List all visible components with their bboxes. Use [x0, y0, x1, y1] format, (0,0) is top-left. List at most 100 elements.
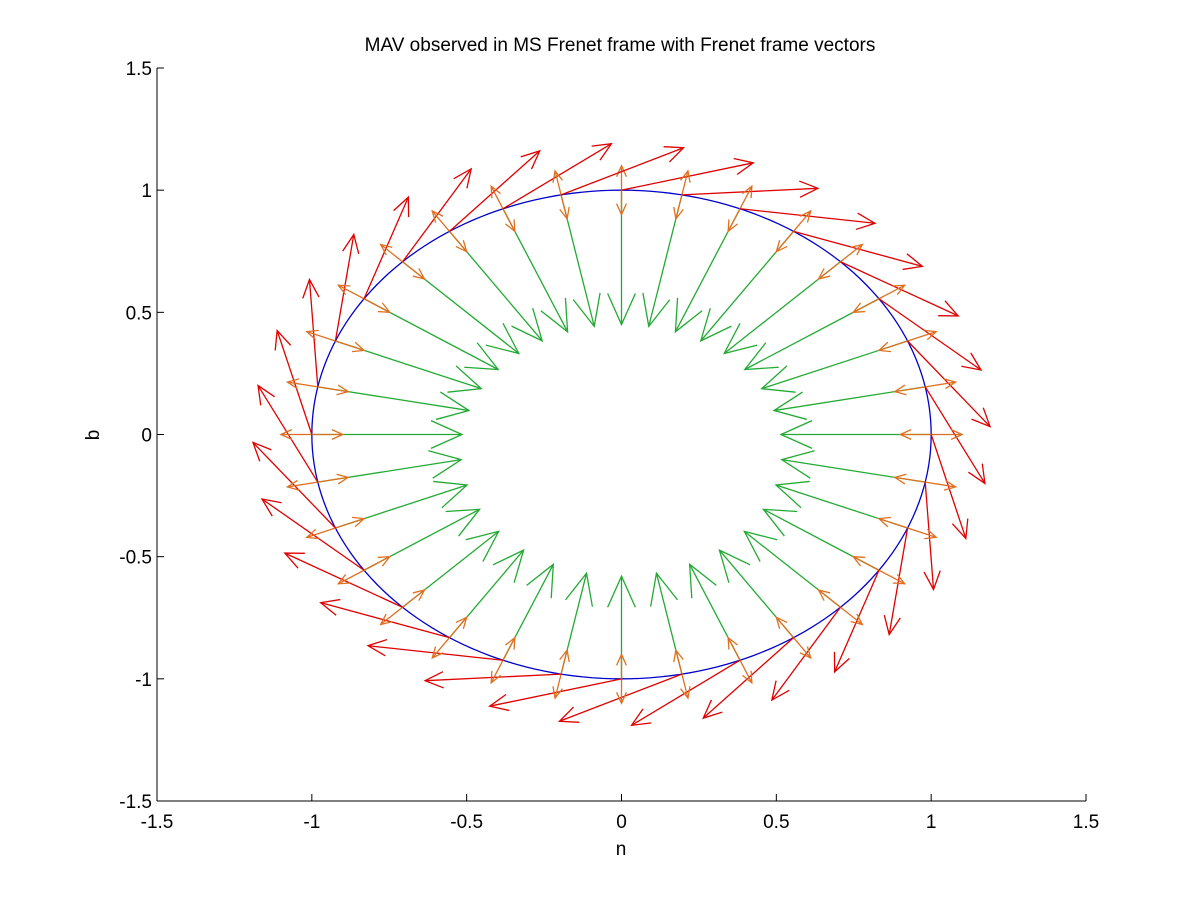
binormal-vector	[335, 516, 366, 529]
binormal-vector	[279, 429, 312, 440]
x-tick-label: -1	[303, 812, 320, 833]
binormal-vector	[680, 673, 691, 700]
binormal-vector	[893, 384, 926, 396]
plot-area	[251, 142, 992, 727]
tangent-vector	[260, 498, 365, 571]
binormal-vector	[335, 340, 366, 353]
y-tick-label: -1	[135, 670, 152, 691]
binormal-vector	[311, 429, 345, 440]
tangent-vector	[251, 441, 336, 529]
binormal-vector	[285, 479, 318, 491]
binormal-vector	[448, 616, 468, 639]
binormal-vector	[673, 194, 684, 221]
chart-title: MAV observed in MS Frenet frame with Fre…	[365, 35, 876, 56]
normal-vector	[560, 194, 601, 328]
binormal-vector	[552, 673, 563, 700]
binormal-vector	[817, 261, 841, 280]
binormal-vector	[793, 209, 812, 232]
binormal-vector	[502, 636, 516, 661]
binormal-vector	[336, 569, 365, 585]
binormal-vector	[317, 473, 350, 485]
binormal-vector	[793, 637, 812, 660]
tangent-vector	[770, 606, 841, 702]
tangent-vector	[366, 638, 504, 661]
binormal-vector	[552, 169, 563, 196]
tangent-vector	[488, 678, 622, 712]
normal-vector	[317, 386, 471, 421]
tangent-vector	[621, 157, 755, 191]
y-tick-label: 1	[141, 181, 152, 202]
binormal-vector	[502, 208, 516, 233]
binormal-vector	[851, 555, 880, 571]
normal-vector	[317, 450, 463, 483]
binormal-vector	[448, 230, 468, 253]
x-tick-label: 0.5	[763, 812, 789, 833]
binormal-vector	[775, 616, 795, 639]
binormal-vector	[727, 636, 741, 661]
binormal-vector	[878, 569, 907, 585]
binormal-vector	[616, 678, 627, 705]
tangent-vector	[630, 659, 741, 727]
binormal-vector	[817, 589, 841, 608]
normal-vector	[642, 194, 683, 328]
binormal-vector	[851, 298, 880, 314]
binormal-vector	[877, 340, 908, 353]
tangent-vector	[502, 142, 613, 210]
binormal-vector	[285, 378, 318, 390]
binormal-vector	[616, 190, 627, 217]
tangent-vector	[833, 569, 880, 674]
binormal-vector	[739, 184, 753, 210]
binormal-vector	[431, 209, 450, 232]
binormal-vector	[305, 329, 336, 342]
y-axis-label: b	[83, 430, 104, 441]
binormal-vector	[907, 329, 938, 342]
tangent-vector	[681, 180, 820, 198]
y-ticks: -1.5 -1 -0.5 0 0.5 1 1.5	[119, 59, 164, 813]
binormal-vector	[431, 637, 450, 660]
binormal-vector	[840, 606, 864, 626]
tangent-vector	[840, 261, 960, 317]
binormal-vector	[925, 479, 958, 491]
normal-vector	[560, 571, 594, 675]
binormal-vector	[559, 648, 570, 675]
binormal-vector	[931, 429, 964, 440]
binormal-vector	[727, 208, 741, 233]
normal-vector	[780, 450, 926, 483]
binormal-vector	[907, 527, 938, 540]
binormal-vector	[925, 378, 958, 390]
binormal-vector	[317, 384, 350, 396]
y-tick-label: -1.5	[119, 792, 152, 813]
binormal-vector	[877, 516, 908, 529]
binormal-vector	[775, 230, 795, 253]
binormal-vector	[363, 555, 392, 571]
x-tick-label: 1.5	[1073, 812, 1099, 833]
tangent-vector	[274, 329, 313, 435]
binormal-vector	[363, 298, 392, 314]
tangent-vector	[883, 527, 909, 637]
binormal-vector	[616, 652, 627, 679]
binormal-vector	[305, 527, 336, 540]
x-ticks: -1.5 -1 -0.5 0 0.5 1 1.5	[141, 794, 1099, 833]
normal-vector	[649, 571, 683, 675]
tangent-vector	[283, 552, 403, 608]
tangent-vector	[907, 340, 992, 428]
binormal-vector	[680, 169, 691, 196]
tangent-vector	[363, 195, 410, 300]
normal-vector	[772, 386, 926, 421]
x-tick-label: 1	[926, 812, 937, 833]
tangent-vector	[302, 277, 320, 387]
tangent-vector	[793, 230, 924, 271]
y-tick-label: 1.5	[126, 59, 152, 80]
x-tick-label: -1.5	[141, 812, 174, 833]
tangent-vector	[702, 637, 794, 720]
binormal-vector	[402, 589, 426, 608]
binormal-vector	[379, 243, 403, 263]
tangent-vector	[560, 146, 686, 196]
binormal-vector	[840, 243, 864, 263]
tangent-vector	[923, 482, 941, 592]
tangent-vector	[402, 167, 473, 263]
binormal-vector	[559, 194, 570, 221]
y-tick-label: 0.5	[126, 303, 152, 324]
tangent-vector	[423, 671, 562, 689]
tangent-vector	[334, 232, 360, 342]
